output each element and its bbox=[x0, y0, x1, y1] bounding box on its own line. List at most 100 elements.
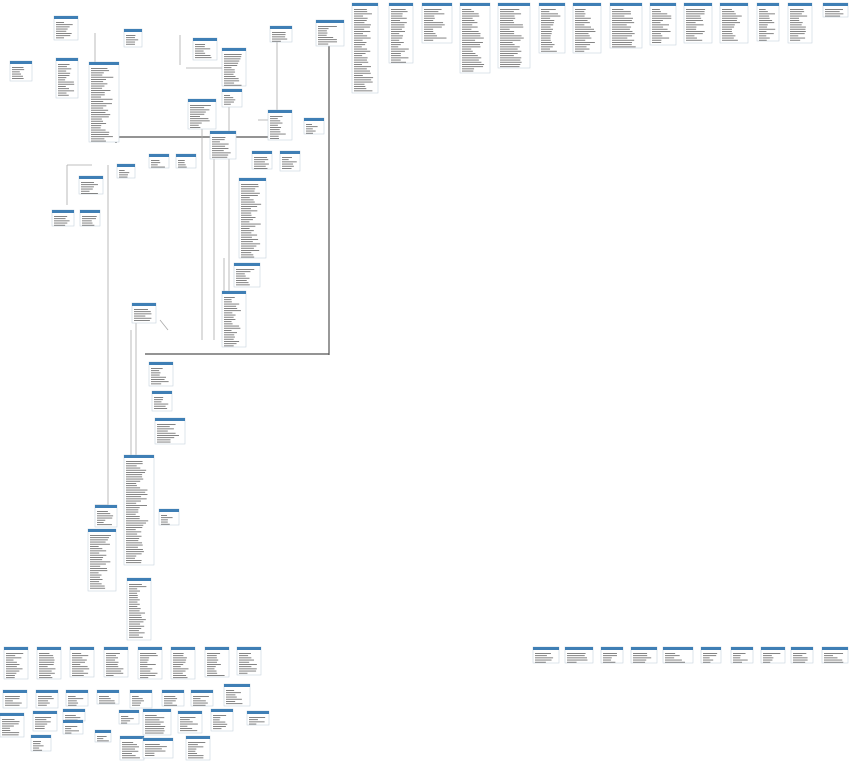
column-row bbox=[541, 20, 555, 21]
column-row bbox=[241, 219, 253, 221]
column-row bbox=[541, 46, 553, 48]
column-row bbox=[157, 437, 175, 439]
column-row bbox=[759, 20, 773, 21]
column-row bbox=[12, 75, 23, 77]
column-row bbox=[207, 672, 218, 674]
column-row bbox=[391, 46, 399, 48]
table-box bbox=[123, 28, 143, 48]
table-box bbox=[62, 708, 86, 722]
table-box bbox=[116, 163, 136, 179]
column-row bbox=[224, 78, 239, 80]
column-row bbox=[134, 309, 148, 310]
column-row bbox=[91, 74, 103, 76]
column-row bbox=[145, 715, 157, 716]
table-box bbox=[210, 708, 234, 732]
column-row bbox=[121, 722, 128, 724]
column-row bbox=[140, 657, 150, 659]
column-row bbox=[354, 33, 364, 35]
column-row bbox=[151, 160, 160, 161]
column-row bbox=[270, 131, 281, 133]
column-row bbox=[129, 595, 138, 596]
column-row bbox=[151, 383, 162, 385]
column-row bbox=[575, 44, 591, 46]
column-row bbox=[686, 9, 706, 10]
column-row bbox=[391, 61, 407, 63]
column-row bbox=[151, 164, 158, 166]
column-row bbox=[462, 35, 481, 37]
column-row bbox=[140, 659, 149, 661]
table-header bbox=[3, 690, 27, 693]
column-row bbox=[151, 166, 165, 168]
column-row bbox=[35, 719, 47, 721]
column-row bbox=[652, 28, 668, 30]
column-row bbox=[612, 33, 635, 35]
column-row bbox=[6, 666, 17, 668]
column-row bbox=[575, 9, 586, 10]
column-row bbox=[126, 43, 135, 45]
column-row bbox=[224, 308, 238, 309]
table-box bbox=[700, 646, 722, 664]
column-row bbox=[90, 541, 106, 543]
column-row bbox=[733, 659, 748, 661]
column-row bbox=[652, 15, 672, 17]
column-row bbox=[500, 53, 518, 54]
column-row bbox=[652, 9, 660, 10]
column-row bbox=[722, 37, 734, 39]
column-row bbox=[236, 269, 255, 270]
column-row bbox=[126, 529, 136, 531]
column-row bbox=[424, 28, 434, 30]
table-header bbox=[4, 647, 28, 650]
column-row bbox=[318, 32, 328, 34]
column-row bbox=[72, 659, 87, 661]
column-row bbox=[224, 62, 239, 64]
column-row bbox=[535, 657, 554, 659]
column-row bbox=[72, 666, 88, 668]
column-row bbox=[129, 636, 143, 638]
column-row bbox=[652, 26, 664, 28]
column-row bbox=[224, 305, 237, 307]
column-row bbox=[54, 220, 70, 222]
column-row bbox=[652, 37, 670, 39]
column-row bbox=[462, 57, 482, 59]
column-row bbox=[91, 131, 110, 133]
column-row bbox=[129, 617, 142, 618]
column-row bbox=[500, 20, 514, 21]
table-header bbox=[152, 391, 172, 394]
table-box bbox=[538, 2, 566, 54]
column-row bbox=[241, 199, 254, 201]
column-row bbox=[224, 312, 233, 314]
column-row bbox=[145, 728, 165, 730]
column-row bbox=[91, 79, 107, 80]
column-row bbox=[612, 44, 632, 46]
column-row bbox=[500, 22, 515, 24]
column-row bbox=[68, 698, 84, 700]
table-box bbox=[119, 735, 145, 761]
column-row bbox=[424, 13, 445, 15]
column-row bbox=[145, 723, 161, 725]
column-row bbox=[90, 557, 104, 558]
column-row bbox=[58, 77, 67, 79]
column-row bbox=[212, 143, 229, 145]
column-row bbox=[535, 661, 546, 663]
column-row bbox=[126, 551, 144, 553]
column-row bbox=[652, 31, 671, 32]
column-row bbox=[224, 103, 231, 105]
column-row bbox=[722, 39, 738, 41]
column-row bbox=[462, 61, 482, 63]
column-row bbox=[145, 717, 165, 719]
column-row bbox=[759, 35, 767, 37]
column-row bbox=[129, 625, 145, 627]
column-row bbox=[6, 653, 24, 654]
table-box bbox=[730, 646, 754, 664]
column-row bbox=[126, 522, 146, 524]
column-row bbox=[39, 677, 53, 679]
column-row bbox=[58, 94, 69, 96]
column-row bbox=[226, 698, 242, 700]
column-row bbox=[54, 216, 68, 217]
column-row bbox=[733, 661, 743, 663]
column-row bbox=[126, 467, 141, 469]
column-row bbox=[195, 57, 212, 59]
table-box bbox=[532, 646, 560, 664]
column-row bbox=[575, 39, 586, 41]
